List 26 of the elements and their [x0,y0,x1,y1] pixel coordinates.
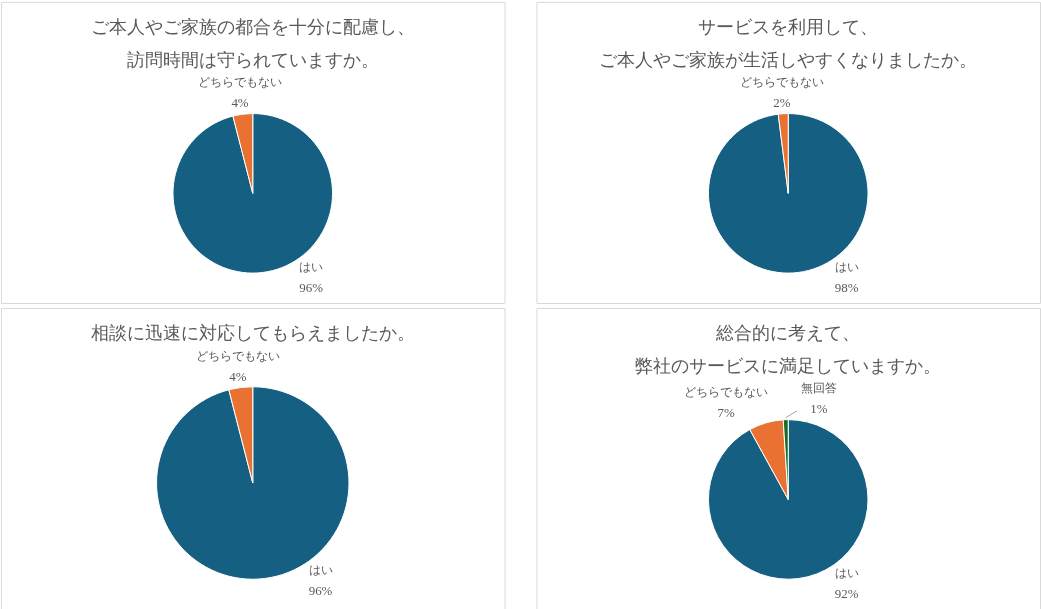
chart-title: サービスを利用して、ご本人やご家族が生活しやすくなりましたか。 [599,16,978,70]
slice-label: どちらでもない [739,74,824,89]
data-label: 98% [834,279,859,295]
slice-label: どちらでもない [684,384,769,399]
chart-title: ご本人やご家族の都合を十分に配慮し、訪問時間は守られていますか。 [90,16,415,70]
pie-slice [156,386,350,580]
slice-label: はい [834,259,859,274]
slice-label: はい [299,259,324,274]
data-label: 4% [229,368,247,384]
chart-title: 相談に迅速に対応してもらえましたか。 [90,322,415,343]
slice-label: どちらでもない [195,348,280,363]
data-label: 96% [308,582,333,598]
pie-slice [708,419,869,580]
data-label: 2% [773,94,791,110]
chart-title: 総合的に考えて、弊社のサービスに満足していますか。 [635,322,942,376]
data-label: 92% [834,585,859,601]
pie-slice [708,113,869,274]
slice-label: どちらでもない [198,75,283,90]
pie-slice [172,113,333,274]
data-label: 7% [717,404,735,420]
data-label: 1% [810,400,828,416]
data-label: 4% [231,95,249,111]
slice-label: 無回答 [800,380,837,395]
data-label: 96% [299,279,324,295]
slice-label: はい [834,565,859,580]
slice-label: はい [308,562,333,577]
